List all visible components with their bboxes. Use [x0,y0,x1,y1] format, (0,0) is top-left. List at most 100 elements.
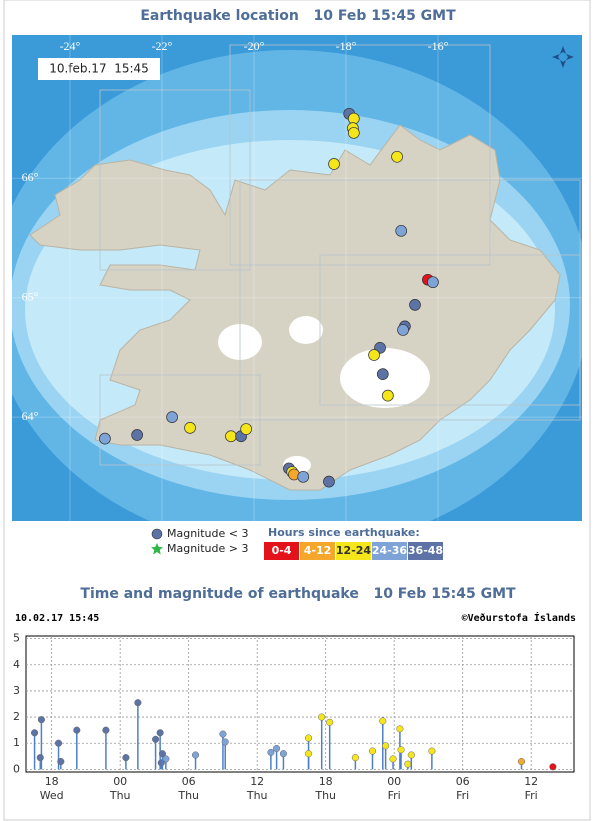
map: 10.feb.17 15:45 -24° -22° -20° -18° -16° 66° 6… [12,35,582,521]
quake-marker [404,760,412,768]
quake [328,158,340,170]
hours-legend-label: 36-48 [408,544,443,557]
quake [376,368,389,380]
x-tick-day: Thu [314,789,336,802]
x-tick-day: Fri [388,789,401,802]
quake-marker [191,751,200,759]
quake [382,389,394,402]
quake [347,127,360,139]
legend-hours-title: Hours since earthquake: [268,526,420,539]
quake-marker [397,746,405,754]
x-tick-day: Thu [246,789,268,802]
quake [225,430,237,443]
legend-small: Magnitude < 3 [167,527,249,540]
x-tick-day: Fri [525,789,538,802]
quake [297,470,310,483]
map-title: Earthquake location 10 Feb 15:45 GMT [140,8,456,24]
quake [131,429,143,441]
quake-marker [407,751,415,759]
x-tick-label: 18 [319,775,333,788]
quake-marker [134,699,142,707]
quake [427,276,439,289]
quake-marker [73,726,81,734]
quake [395,224,408,237]
chart-timestamp: 10.02.17 15:45 [15,613,99,624]
lon-label: -22° [152,39,173,53]
x-tick-day: Thu [109,789,131,802]
quake-marker [389,755,397,763]
timestamp-box [38,58,160,80]
quake-marker [318,713,326,721]
x-tick-label: 06 [456,775,470,788]
quake-marker [219,730,227,738]
hours-legend-box [264,542,299,560]
quake-marker [428,747,436,755]
quake-marker [382,742,390,750]
quake [99,432,111,445]
hours-legend-box [408,542,443,560]
hours-legend-box [372,542,407,560]
hours-legend-label: 4-12 [304,544,332,557]
quake-marker [396,725,404,733]
hours-legend-label: 24-36 [372,544,408,557]
y-tick-label: 3 [13,684,20,697]
quake-marker [267,748,275,756]
x-tick-day: Thu [177,789,199,802]
quake-marker [158,750,166,758]
quake-marker [102,726,110,734]
x-tick-label: 00 [387,775,401,788]
quake [184,422,196,434]
lat-label: 65° [22,289,39,303]
x-tick-day: Fri [456,789,469,802]
quake [391,150,403,163]
hours-legend-label: 12-24 [336,544,372,557]
x-tick-day: Wed [40,789,64,802]
quake [409,299,421,311]
chart-credit: ©Veðurstofa Íslands [462,611,576,624]
quake-marker [379,717,387,725]
x-tick-label: 06 [182,775,196,788]
quake [240,423,253,435]
quake-marker [326,718,334,726]
quake-marker [57,757,65,766]
y-tick-label: 2 [13,710,20,723]
quake [368,349,380,361]
y-tick-label: 0 [13,762,20,775]
x-tick-label: 12 [524,775,538,788]
quake-marker [305,734,313,742]
quake-marker [122,754,130,762]
glacier [289,316,323,344]
quake [166,411,178,423]
quake-marker [221,738,229,746]
lon-label: -18° [336,39,357,53]
quake-marker [279,750,287,758]
quake-marker [549,763,557,771]
x-tick-label: 12 [250,775,264,788]
hours-legend-box [336,542,371,560]
plot-frame [25,635,575,773]
page-frame [3,0,591,821]
lon-label: -24° [60,39,81,53]
chart-title: Time and magnitude of earthquake 10 Feb … [80,586,516,602]
hours-legend-label: 0-4 [272,544,292,557]
x-tick-label: 00 [113,775,127,788]
legend-dot [151,528,163,540]
lat-label: 66° [22,170,39,184]
regions [99,44,581,466]
quake-marker [305,750,313,758]
quake-marker [517,757,526,766]
compass-icon [552,46,574,68]
x-tick-label: 18 [45,775,59,788]
quake [397,324,409,336]
y-tick-label: 4 [13,658,20,671]
map-timestamp: 10.feb.17 15:45 [49,62,149,76]
quake-marker [37,716,45,724]
y-tick-label: 1 [13,736,20,749]
quake-marker [156,729,164,737]
quake-marker [54,739,63,747]
y-tick-label: 5 [13,632,20,645]
lon-label: -16° [428,39,449,53]
lon-label: -20° [244,39,265,53]
legend-large: Magnitude > 3 [167,542,249,555]
